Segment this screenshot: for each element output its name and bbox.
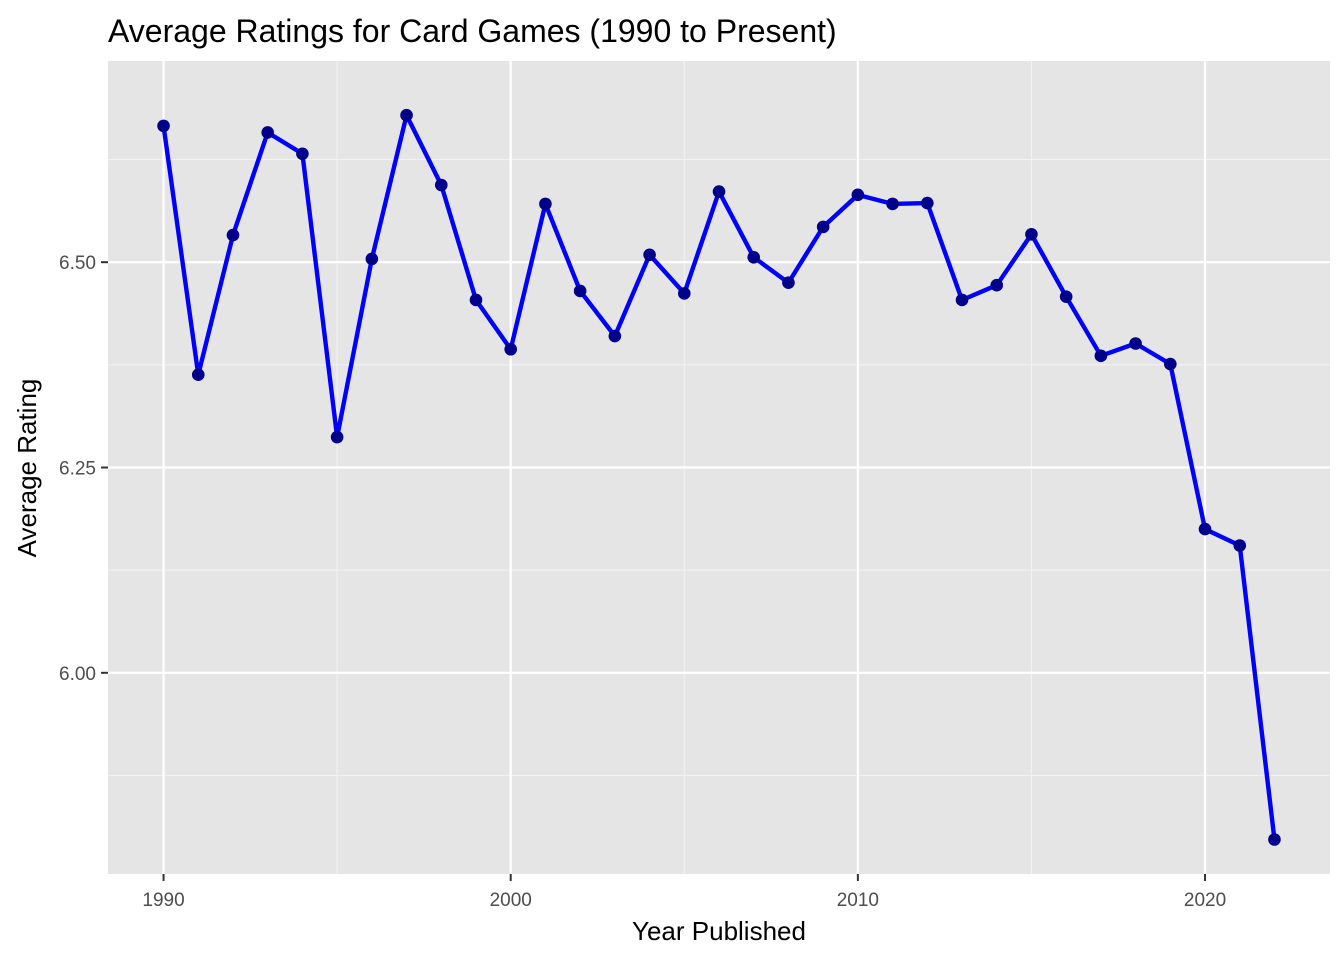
data-point xyxy=(330,430,344,444)
data-point xyxy=(816,220,830,234)
axis-ticks xyxy=(101,261,1207,881)
data-point xyxy=(226,228,240,242)
y-axis-title: Average Rating xyxy=(12,379,42,558)
x-tick-label: 2000 xyxy=(490,890,532,911)
data-point xyxy=(1025,227,1038,241)
x-tick-label: 2020 xyxy=(1184,890,1226,911)
data-point xyxy=(539,197,552,211)
chart-title: Average Ratings for Card Games (1990 to … xyxy=(108,13,837,49)
data-point xyxy=(1094,349,1108,363)
data-point xyxy=(1164,357,1177,371)
x-axis-title: Year Published xyxy=(632,916,806,946)
x-tick-label: 2010 xyxy=(837,890,879,911)
data-point xyxy=(990,278,1004,292)
y-tick-label: 6.00 xyxy=(59,664,96,685)
data-point xyxy=(920,196,934,210)
data-point xyxy=(747,250,761,264)
major-gridlines xyxy=(108,61,1330,874)
data-point xyxy=(504,342,518,356)
data-point xyxy=(712,185,726,198)
data-point xyxy=(1233,539,1247,552)
data-point xyxy=(261,126,274,139)
data-point xyxy=(434,178,448,192)
data-point xyxy=(296,147,309,161)
data-point xyxy=(157,119,170,133)
data-point xyxy=(469,293,483,307)
data-point xyxy=(955,293,969,307)
x-axis-tick-labels: 1990 2000 2010 2020 xyxy=(142,890,1226,911)
y-axis-tick-labels: 6.00 6.25 6.50 xyxy=(59,253,96,685)
x-tick-label: 1990 xyxy=(142,890,184,911)
data-point xyxy=(400,108,413,122)
data-series xyxy=(157,108,1281,846)
data-point xyxy=(191,368,205,382)
data-point xyxy=(1129,337,1142,350)
data-point xyxy=(573,284,587,298)
data-point xyxy=(643,248,656,262)
data-point xyxy=(851,188,865,202)
data-point xyxy=(1198,522,1212,536)
data-point xyxy=(782,276,795,290)
y-tick-label: 6.50 xyxy=(59,253,96,274)
data-point xyxy=(886,197,899,211)
data-point xyxy=(608,329,622,343)
data-point xyxy=(677,287,691,300)
data-point xyxy=(1268,833,1281,846)
data-point xyxy=(1059,290,1073,303)
data-point xyxy=(365,252,379,266)
y-tick-label: 6.25 xyxy=(59,459,96,480)
